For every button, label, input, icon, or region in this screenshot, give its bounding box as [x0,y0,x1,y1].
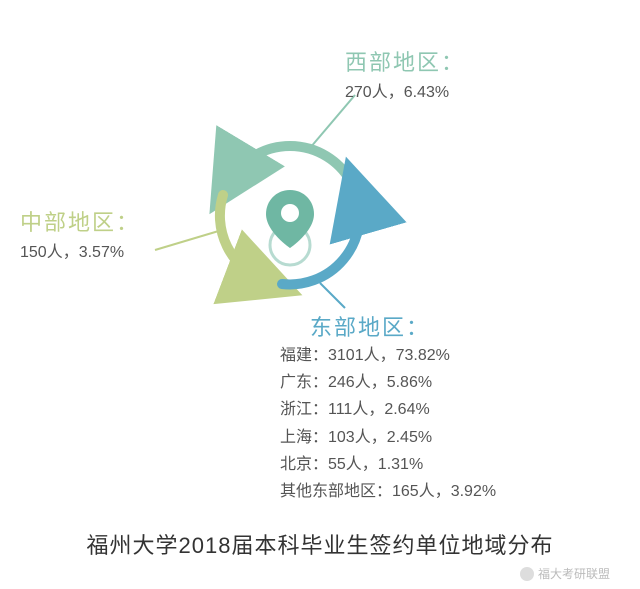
east-detail-row: 北京：55人，1.31% [280,451,496,478]
watermark-icon [520,567,534,581]
east-detail-row: 福建：3101人，73.82% [280,342,496,369]
arc-central [220,195,265,281]
east-detail-row: 广东：246人，5.86% [280,369,496,396]
chart-caption: 福州大学2018届本科毕业生签约单位地域分布 [0,528,640,560]
east-region-title: 东部地区： [310,310,430,342]
leader-west [310,95,355,148]
leader-east [320,283,345,308]
leader-central [155,230,222,250]
location-pin-icon [266,190,314,265]
east-detail-row: 浙江：111人，2.64% [280,396,496,423]
east-detail-row: 其他东部地区：165人，3.92% [280,478,496,505]
watermark: 福大考研联盟 [520,565,610,582]
watermark-text: 福大考研联盟 [538,565,610,582]
infographic-canvas: 西部地区： 270人，6.43% 中部地区： 150人，3.57% 东部地区： … [0,0,640,589]
west-region-title: 西部地区： [345,45,465,77]
east-detail-row: 上海：103人，2.45% [280,424,496,451]
central-region-stat: 150人，3.57% [20,238,124,262]
central-region-title: 中部地区： [20,205,140,237]
west-region-stat: 270人，6.43% [345,78,449,102]
east-region-details: 福建：3101人，73.82% 广东：246人，5.86% 浙江：111人，2.… [280,342,496,505]
arc-west [230,146,350,180]
